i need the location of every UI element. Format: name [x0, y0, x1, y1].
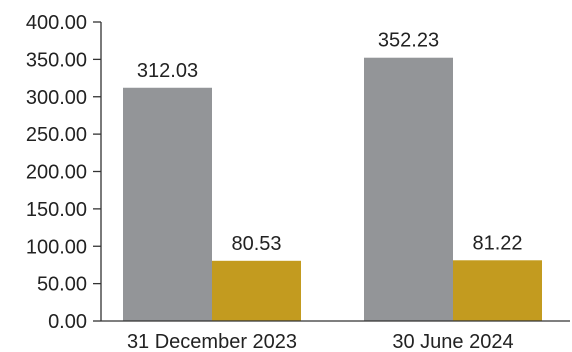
bar-data-label: 312.03 — [137, 60, 198, 82]
x-category-label: 31 December 2023 — [127, 331, 297, 352]
bar-data-label: 81.22 — [472, 232, 522, 254]
y-tick-label: 150.00 — [26, 199, 87, 221]
data-labels: 312.03 80.53 352.23 81.22 — [137, 30, 523, 255]
y-tick-label: 300.00 — [26, 87, 87, 109]
bar — [212, 260, 301, 321]
bar-data-label: 352.23 — [378, 30, 439, 52]
y-tick-label: 400.00 — [26, 12, 87, 34]
bars — [123, 57, 542, 322]
bar — [453, 260, 542, 321]
y-tick-label: 250.00 — [26, 124, 87, 146]
x-axis: 31 December 2023 30 June 2024 — [101, 320, 570, 352]
bar-data-label: 80.53 — [231, 233, 281, 255]
bar — [123, 87, 212, 322]
y-axis: 0.00 50.00 100.00 150.00 200.00 250.00 300.00 3… — [26, 12, 102, 333]
x-category-label: 30 June 2024 — [392, 331, 513, 352]
bar — [364, 57, 453, 322]
y-tick-label: 0.00 — [48, 311, 87, 333]
y-tick-label: 350.00 — [26, 49, 87, 71]
y-tick-label: 100.00 — [26, 236, 87, 258]
y-tick-label: 200.00 — [26, 162, 87, 184]
y-tick-label: 50.00 — [37, 274, 87, 296]
